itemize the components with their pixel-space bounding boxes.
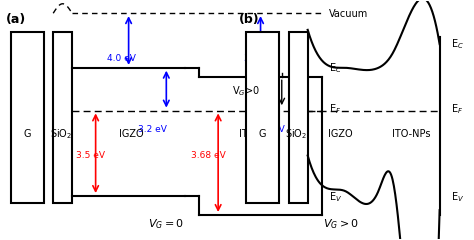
Text: 3.13 eV: 3.13 eV [250, 125, 285, 134]
Text: E$_F$: E$_F$ [329, 102, 341, 116]
FancyBboxPatch shape [53, 32, 72, 203]
Text: SiO$_2$: SiO$_2$ [50, 127, 72, 141]
Text: ITO-NPs: ITO-NPs [239, 129, 277, 139]
Text: (b): (b) [239, 13, 260, 26]
Text: E$_F$: E$_F$ [451, 102, 464, 116]
Text: IGZO: IGZO [328, 129, 353, 139]
Text: E$_V$: E$_V$ [451, 190, 465, 204]
Text: SiO$_2$: SiO$_2$ [285, 127, 308, 141]
Text: Vacuum: Vacuum [329, 9, 368, 19]
Text: E$_C$: E$_C$ [451, 37, 465, 51]
Text: (a): (a) [6, 13, 27, 26]
Text: G: G [23, 129, 31, 139]
Text: E$_C$: E$_C$ [329, 61, 342, 75]
FancyBboxPatch shape [289, 32, 308, 203]
Text: $V_G=0$: $V_G=0$ [148, 218, 184, 232]
Text: 4.0 eV: 4.0 eV [107, 54, 136, 63]
Text: 3.2 eV: 3.2 eV [138, 125, 167, 134]
FancyBboxPatch shape [11, 32, 44, 203]
Text: G: G [259, 129, 266, 139]
Text: V$_G$>0: V$_G$>0 [232, 85, 260, 98]
Text: 3.5 eV: 3.5 eV [76, 151, 105, 160]
Text: $V_G>0$: $V_G>0$ [323, 218, 359, 232]
FancyBboxPatch shape [246, 32, 279, 203]
Text: IGZO: IGZO [118, 129, 143, 139]
Text: ITO-NPs: ITO-NPs [392, 129, 430, 139]
Text: 3.8 eV: 3.8 eV [244, 54, 273, 63]
Text: 3.68 eV: 3.68 eV [191, 151, 226, 160]
Text: E$_V$: E$_V$ [329, 190, 342, 204]
